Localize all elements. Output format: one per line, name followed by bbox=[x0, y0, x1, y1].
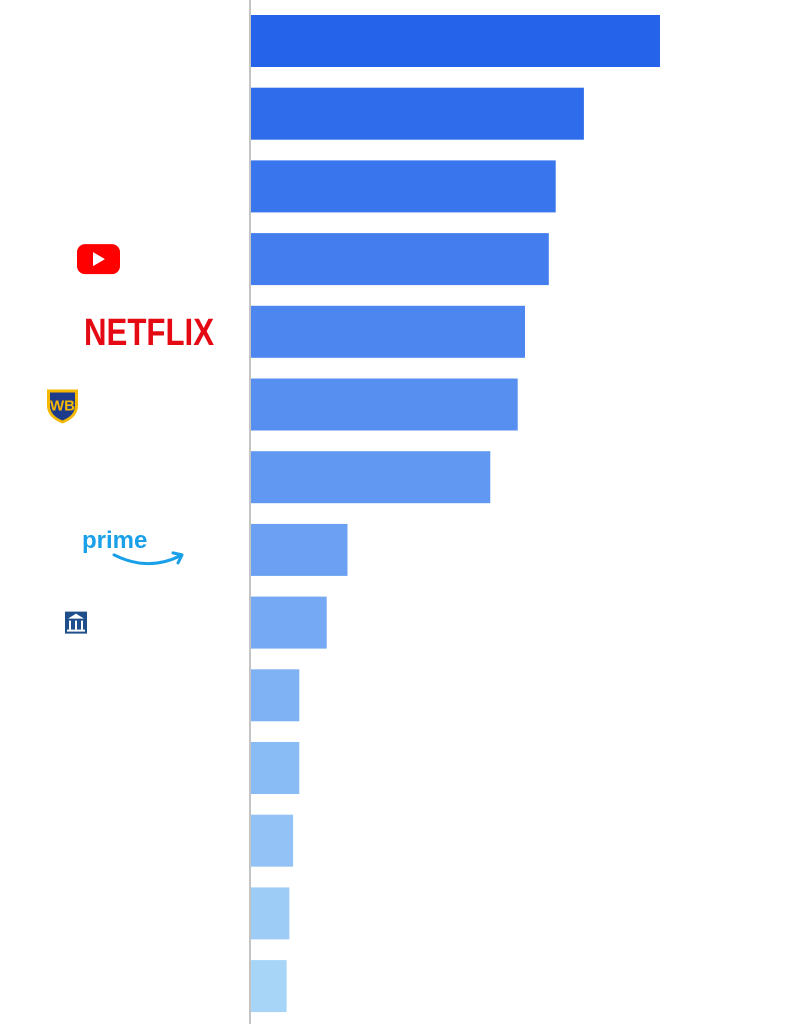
bar-4 bbox=[251, 233, 549, 286]
bar-13 bbox=[251, 887, 290, 940]
bar-8 bbox=[251, 523, 348, 576]
warner-bros-logo-icon: WB bbox=[47, 389, 78, 424]
netflix-logo-icon: NETFLIX bbox=[84, 312, 215, 354]
bar-11 bbox=[251, 742, 300, 794]
bar-12 bbox=[251, 814, 294, 867]
svg-text:prime: prime bbox=[82, 527, 147, 554]
svg-text:NETFLIX: NETFLIX bbox=[84, 312, 215, 354]
bar-6 bbox=[251, 378, 518, 431]
bar-1 bbox=[251, 15, 660, 67]
svg-text:WB: WB bbox=[50, 398, 75, 415]
prime-video-logo-icon: prime bbox=[82, 527, 184, 566]
bar-5 bbox=[251, 305, 525, 358]
bar-3 bbox=[251, 160, 556, 213]
bar-14 bbox=[251, 960, 287, 1013]
bar-7 bbox=[251, 451, 491, 504]
youtube-logo-icon bbox=[77, 244, 120, 275]
logos-group: NETFLIX WB prime bbox=[47, 244, 215, 634]
building-logo-icon bbox=[65, 611, 87, 634]
bar-2 bbox=[251, 87, 584, 140]
bar-9 bbox=[251, 596, 327, 649]
bar-10 bbox=[251, 669, 300, 722]
bars-group bbox=[251, 15, 660, 1013]
